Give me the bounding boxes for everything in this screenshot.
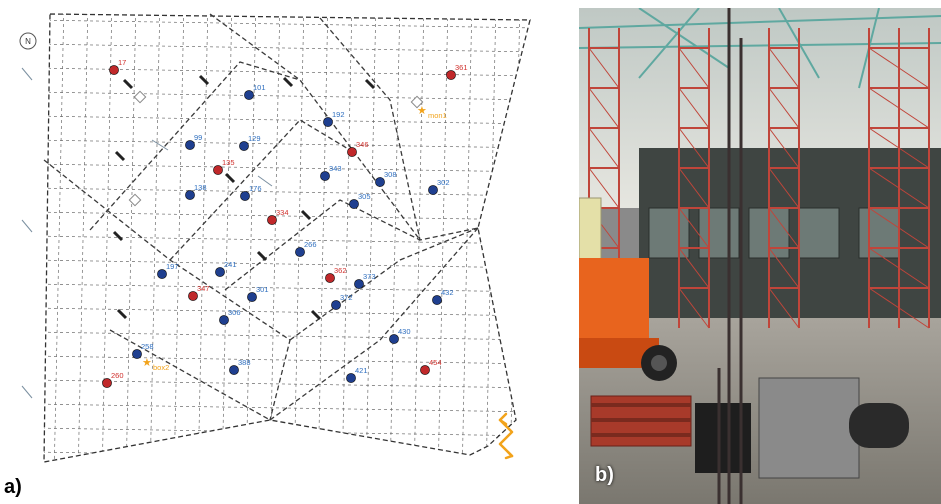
star-icon: ★ <box>142 357 152 369</box>
facade-windows <box>648 207 900 259</box>
orange-direction-arrow-icon <box>498 412 514 460</box>
red-sensor-point-label: 361 <box>455 63 468 72</box>
blue-sensor-point: 138 <box>185 183 207 200</box>
red-sensor-point: 454 <box>420 358 442 375</box>
construction-photo-panel: b) <box>579 8 941 504</box>
blue-sensor-point: 266 <box>295 240 317 257</box>
blue-sensor-point: 129 <box>239 134 261 151</box>
blue-sensor-point: 343 <box>320 164 342 181</box>
blue-sensor-point-label: 266 <box>304 240 317 249</box>
misc-structural-marks <box>21 67 424 399</box>
construction-photo-illustration <box>579 8 941 504</box>
red-sensor-point: 361 <box>446 63 468 80</box>
blue-sensor-point: 306 <box>219 308 241 325</box>
floor-boundary <box>43 13 531 463</box>
blue-sensor-point-label: 343 <box>329 164 342 173</box>
blue-sensor-point-label: 101 <box>253 83 266 92</box>
blue-sensor-point-label: 192 <box>332 110 345 119</box>
blue-sensor-point-label: 388 <box>238 358 251 367</box>
orange-marker: ★ mon1 <box>417 105 447 120</box>
blue-sensor-point: 302 <box>428 178 450 195</box>
blue-sensor-point-label: 373 <box>363 272 376 281</box>
orange-marker-label: box2 <box>153 363 169 372</box>
blue-sensor-point-label: 372 <box>340 293 353 302</box>
blue-sensor-point-label: 241 <box>224 260 237 269</box>
blue-sensor-point-label: 308 <box>384 170 397 179</box>
boom-lift <box>579 197 677 381</box>
blue-sensor-point: 101 <box>244 83 266 100</box>
blue-sensor-point-label: 305 <box>358 192 371 201</box>
roof-trusses <box>579 8 941 89</box>
blue-sensor-point-label: 138 <box>194 183 207 192</box>
red-sensor-point-label: 334 <box>276 208 289 217</box>
panel-a-label: a) <box>4 476 22 498</box>
red-sensor-point: 260 <box>102 371 124 388</box>
star-icon: ★ <box>417 105 427 117</box>
blue-sensor-point: 305 <box>349 192 371 209</box>
north-arrow-icon: N <box>19 32 37 50</box>
red-sensor-point: 347 <box>188 284 210 301</box>
orange-marker-label: mon1 <box>428 111 447 120</box>
structural-grid <box>44 14 530 462</box>
zone-divisions <box>43 13 479 421</box>
blue-sensor-point-label: 176 <box>249 184 262 193</box>
blue-sensor-point-label: 301 <box>256 285 269 294</box>
blue-sensor-point-label: 306 <box>228 308 241 317</box>
red-sensor-point: 334 <box>267 208 289 225</box>
rebar-poles <box>717 8 743 504</box>
svg-text:N: N <box>25 37 31 46</box>
red-sensor-point-label: 260 <box>111 371 124 380</box>
blue-sensor-point: 176 <box>240 184 262 201</box>
blue-sensor-point: 373 <box>354 272 376 289</box>
red-sensor-point: 17 <box>109 58 126 75</box>
red-sensor-point: 362 <box>325 266 347 283</box>
red-sensor-point-label: 454 <box>429 358 442 367</box>
red-sensor-point: 135 <box>213 158 235 175</box>
floor-plan-svg: N 101 192 99 129 343 308 302 138 176 305 266 241 197… <box>19 13 531 463</box>
blue-sensor-point: 192 <box>323 110 345 127</box>
red-sensor-point-label: 135 <box>222 158 235 167</box>
red-sensor-point-label: 17 <box>118 58 126 67</box>
floor-plan-panel: N 101 192 99 129 343 308 302 138 176 305 266 241 197… <box>4 13 531 498</box>
blue-sensor-point: 308 <box>375 170 397 187</box>
blue-sensor-point-label: 99 <box>194 133 202 142</box>
blue-sensor-point-label: 430 <box>398 327 411 336</box>
blue-sensor-point: 99 <box>185 133 202 150</box>
red-sensor-point-label: 346 <box>356 140 369 149</box>
blue-sensor-point: 372 <box>331 293 353 310</box>
orange-marker: ★ box2 <box>142 357 169 372</box>
red-sensor-point: 346 <box>347 140 369 157</box>
blue-sensor-point-label: 129 <box>248 134 261 143</box>
blue-sensor-point-label: 302 <box>437 178 450 187</box>
blue-sensor-point: 421 <box>346 366 368 383</box>
blue-sensor-point: 241 <box>215 260 237 277</box>
blue-sensor-point: 432 <box>432 288 454 305</box>
panel-b-label: b) <box>595 464 614 486</box>
blue-sensor-point: 258 <box>132 342 154 359</box>
blue-sensor-point: 430 <box>389 327 411 344</box>
blue-sensor-point: 197 <box>157 262 179 279</box>
blue-sensor-point: 388 <box>229 358 251 375</box>
blue-sensor-point-label: 421 <box>355 366 368 375</box>
red-sensor-point-label: 347 <box>197 284 210 293</box>
blue-sensor-point-label: 197 <box>166 262 179 271</box>
red-sensor-point-label: 362 <box>334 266 347 275</box>
sensor-layer: 101 192 99 129 343 308 302 138 176 305 266 241 197 37… <box>102 58 468 388</box>
blue-sensor-point-label: 432 <box>441 288 454 297</box>
blue-sensor-point: 301 <box>247 285 269 302</box>
blue-sensor-point-label: 258 <box>141 342 154 351</box>
